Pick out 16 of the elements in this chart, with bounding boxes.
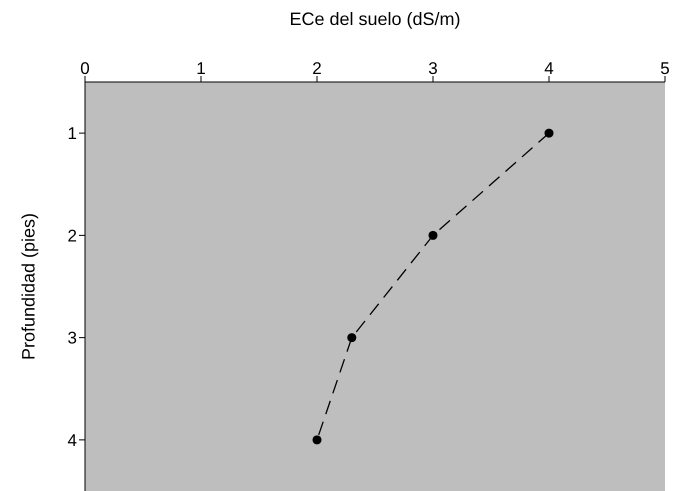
point [347, 333, 356, 342]
y-tick-label: 1 [68, 124, 77, 144]
x-tick-label: 0 [80, 59, 90, 78]
point [428, 230, 438, 240]
x-tick-label: 3 [428, 59, 438, 78]
x-tick-label: 1 [196, 59, 206, 78]
x-tick-label: 2 [312, 59, 322, 78]
y-axis-title: Profundidad (pies) [18, 212, 38, 360]
y-tick-label: 3 [68, 328, 77, 348]
y-tick-label: 4 [68, 430, 77, 450]
x-tick-label: 4 [544, 59, 554, 78]
x-axis-title: ECe del suelo (dS/m) [289, 8, 461, 29]
y-tick-label: 2 [68, 226, 77, 246]
point [544, 128, 554, 138]
x-tick-label: 5 [660, 59, 670, 78]
point [312, 435, 322, 444]
